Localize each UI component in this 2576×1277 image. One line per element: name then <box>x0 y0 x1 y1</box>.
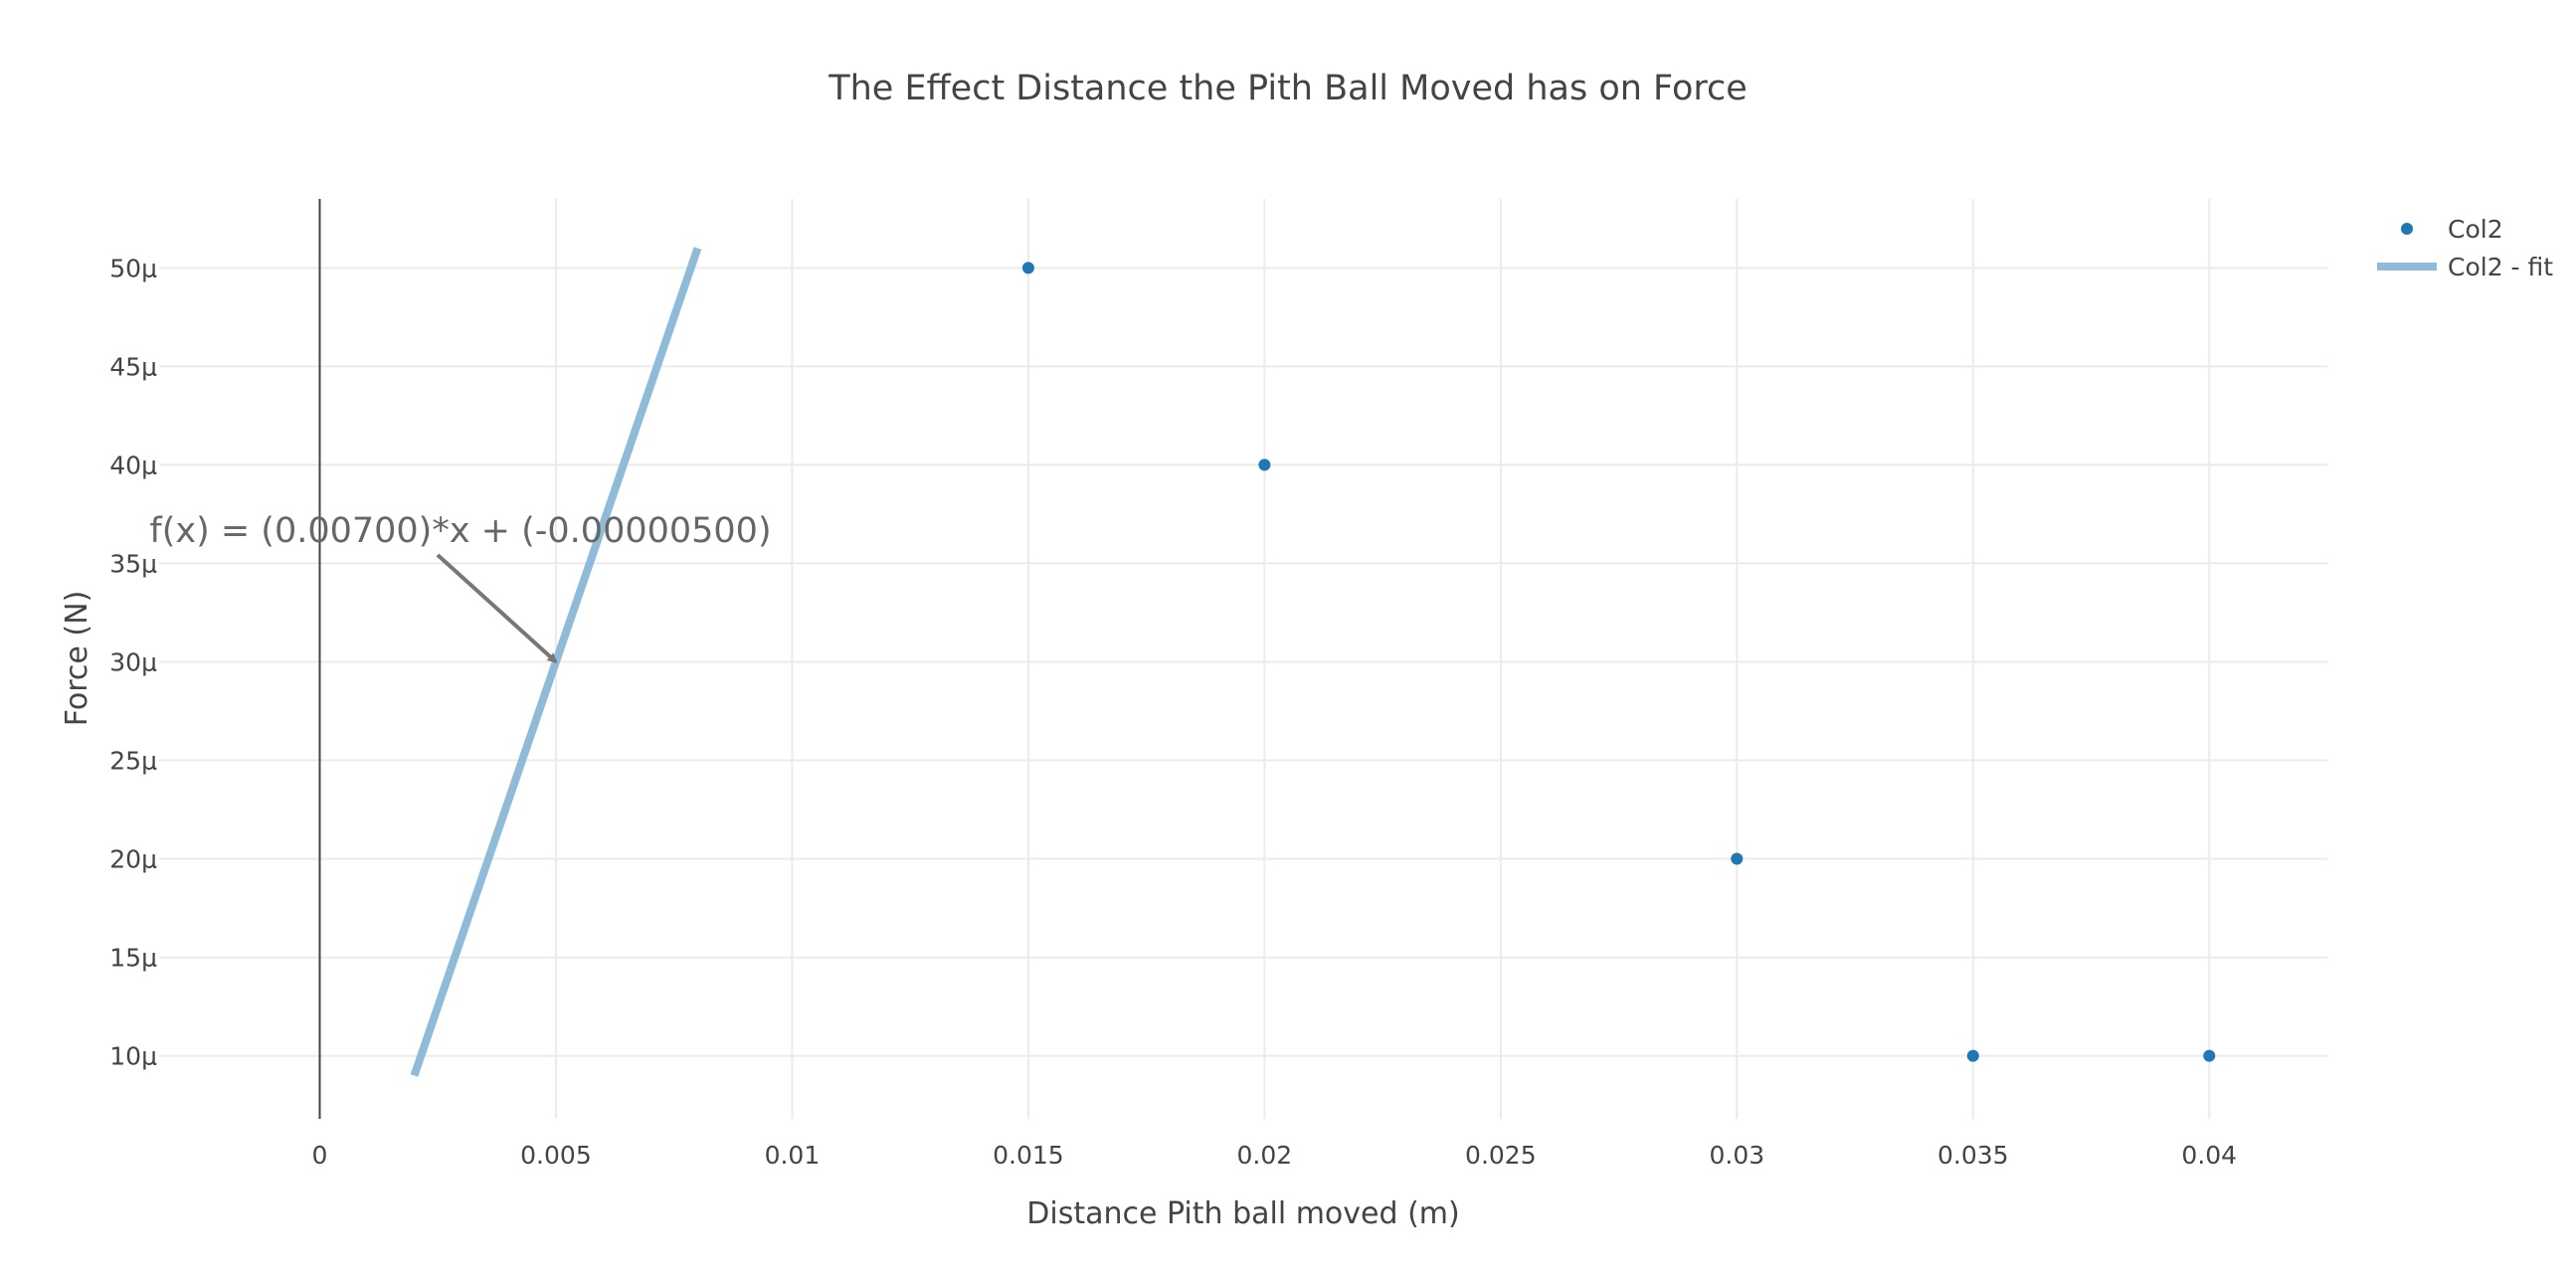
chart-title: The Effect Distance the Pith Ball Moved … <box>828 69 1748 108</box>
annotation-text: f(x) = (0.00700)*x + (-0.00000500) <box>149 511 771 551</box>
y-tick-label: 30μ <box>109 647 157 676</box>
x-tick-label: 0.035 <box>1937 1141 2009 1170</box>
y-tick-label: 20μ <box>109 845 157 874</box>
y-tick-label: 15μ <box>109 944 157 973</box>
x-tick-label: 0.015 <box>993 1141 1064 1170</box>
x-tick-label: 0.02 <box>1237 1141 1293 1170</box>
x-tick-label: 0.005 <box>520 1141 592 1170</box>
x-tick-label: 0 <box>312 1141 328 1170</box>
x-tick-label: 0.03 <box>1709 1141 1764 1170</box>
legend-label: Col2 <box>2448 215 2503 244</box>
data-point <box>2203 1049 2216 1062</box>
data-point <box>1258 458 1271 471</box>
x-tick-label: 0.04 <box>2181 1141 2237 1170</box>
annotation-arrow <box>436 553 558 663</box>
legend-label: Col2 - fit <box>2448 253 2553 281</box>
legend-swatch-marker <box>2401 223 2413 235</box>
y-axis: 10μ 15μ 20μ 25μ 30μ 35μ 40μ 45μ 50μ <box>109 254 157 1070</box>
data-point <box>1966 1049 1979 1062</box>
x-tick-label: 0.01 <box>765 1141 821 1170</box>
legend: Col2 Col2 - fit <box>2377 215 2553 281</box>
y-tick-label: 45μ <box>109 352 157 381</box>
y-tick-label: 50μ <box>109 254 157 282</box>
data-point <box>1731 852 1744 865</box>
data-point <box>1021 262 1034 274</box>
grid <box>159 199 2327 1119</box>
annotation: f(x) = (0.00700)*x + (-0.00000500) <box>149 511 772 663</box>
x-axis: 0 0.005 0.01 0.015 0.02 0.025 0.03 0.035 0.04 <box>312 1141 2238 1170</box>
y-tick-label: 40μ <box>109 451 157 479</box>
x-axis-title: Distance Pith ball moved (m) <box>1026 1196 1459 1231</box>
y-tick-label: 10μ <box>109 1042 157 1071</box>
y-tick-label: 25μ <box>109 747 157 776</box>
x-tick-label: 0.025 <box>1465 1141 1537 1170</box>
y-tick-label: 35μ <box>109 549 157 578</box>
y-axis-title: Force (N) <box>60 591 94 727</box>
